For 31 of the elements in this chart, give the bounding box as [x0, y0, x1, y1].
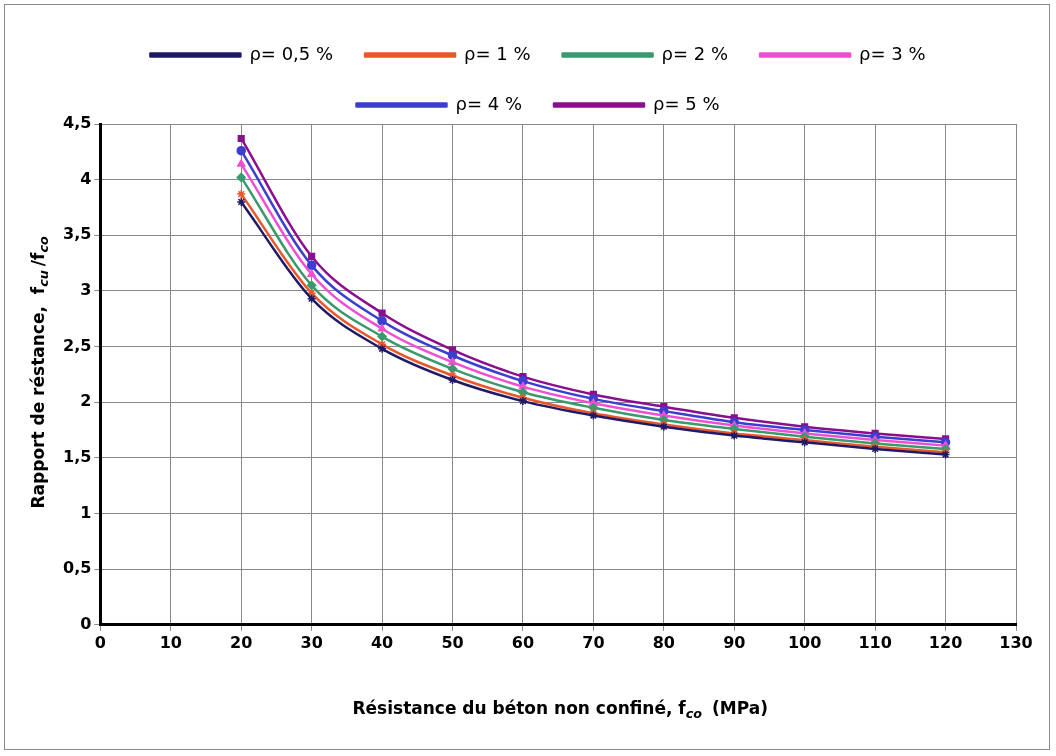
x-tick-label: 10: [159, 632, 182, 652]
y-tick-label: 4,5: [63, 113, 92, 133]
x-tick-label: 120: [928, 632, 963, 652]
x-tick-label: 60: [511, 632, 535, 652]
y-tick-label: 2: [80, 391, 92, 411]
x-tick-label: 30: [300, 632, 323, 652]
x-tick-label: 20: [230, 632, 253, 652]
x-tick-label: 130: [999, 632, 1033, 652]
x-tick-label: 50: [441, 632, 464, 652]
x-tick-label: 80: [652, 632, 675, 652]
x-tick-label: 40: [370, 632, 394, 652]
y-tick-label: 4: [80, 168, 92, 188]
x-tick-label: 90: [723, 632, 746, 652]
y-tick-label: 3: [80, 280, 92, 300]
x-tick-label: 70: [582, 632, 605, 652]
x-tick-label: 100: [787, 632, 822, 652]
legend-label: ρ= 2 %: [661, 42, 729, 64]
y-axis-title: Rapport de réstance, fcu/fco: [28, 236, 52, 509]
y-tick-label: 1: [80, 502, 92, 522]
legend-label: ρ= 0,5 %: [249, 42, 334, 64]
legend-label: ρ= 1 %: [464, 42, 531, 64]
y-tick-label: 0,5: [63, 558, 92, 578]
x-tick-label: 0: [94, 632, 106, 652]
legend-label: ρ= 3 %: [859, 42, 926, 64]
legend-label: ρ= 4 %: [455, 92, 523, 114]
legend-label: ρ= 5 %: [653, 92, 720, 114]
y-tick-label: 2,5: [63, 335, 92, 355]
x-tick-label: 110: [858, 632, 892, 652]
y-tick-label: 1,5: [63, 447, 92, 467]
y-tick-label: 0: [80, 613, 92, 633]
y-tick-label: 3,5: [63, 224, 92, 244]
